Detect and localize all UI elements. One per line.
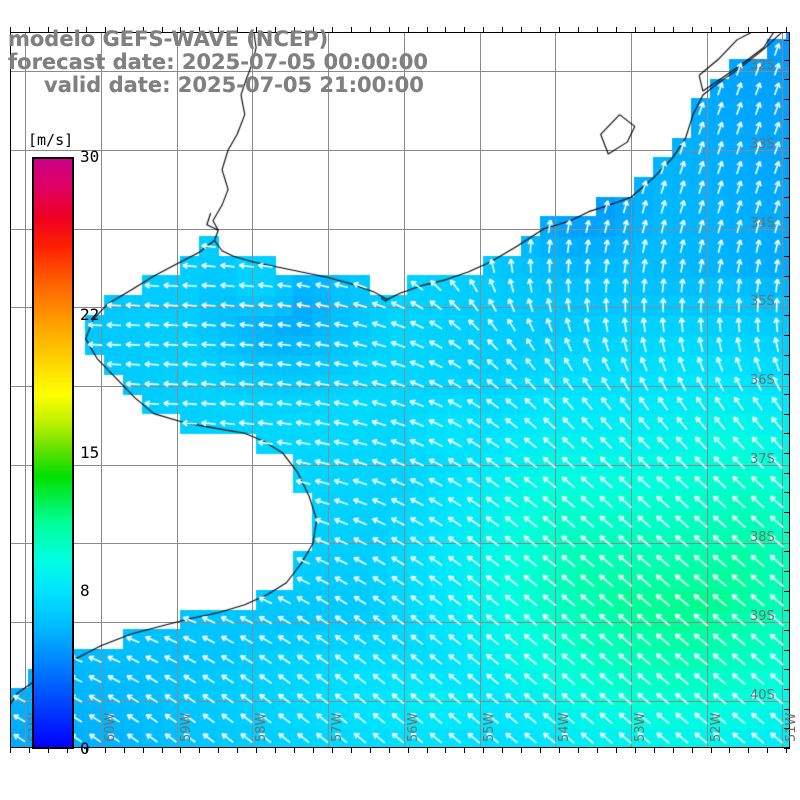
- lat-label: 36S: [750, 373, 775, 389]
- colorbar-tick-label: 30: [80, 147, 100, 166]
- lat-label: 34S: [750, 215, 775, 231]
- lat-label: 40S: [750, 687, 775, 703]
- colorbar-tick-label: 8: [80, 581, 90, 601]
- colorbar: [32, 157, 74, 749]
- lon-label: 51W: [784, 712, 800, 742]
- colorbar-gradient: [32, 157, 74, 749]
- colorbar-unit-label: [m/s]: [28, 131, 74, 149]
- lon-label: 52W: [708, 712, 724, 742]
- lon-label: 56W: [405, 712, 421, 742]
- lat-label: 37S: [750, 451, 775, 467]
- lat-label: 35S: [750, 294, 775, 310]
- wind-arrow-icon: [10, 32, 790, 748]
- lon-label: 58W: [254, 712, 270, 742]
- lon-label: 60W: [102, 712, 118, 742]
- lat-label: 33S: [750, 137, 775, 153]
- colorbar-tick-label: 15: [80, 443, 100, 462]
- lat-label: 39S: [750, 609, 775, 625]
- lat-label: 38S: [750, 530, 775, 546]
- colorbar-tick-label: 22: [80, 304, 100, 324]
- lon-label: 55W: [481, 712, 497, 742]
- lon-label: 53W: [632, 712, 648, 742]
- colorbar-tick-label: 0: [80, 739, 90, 758]
- lon-label: 54W: [557, 712, 573, 742]
- map-plot-area[interactable]: [10, 32, 790, 748]
- lat-label: 32S: [750, 58, 775, 74]
- lon-label: 57W: [330, 712, 346, 742]
- lon-label: 59W: [178, 712, 194, 742]
